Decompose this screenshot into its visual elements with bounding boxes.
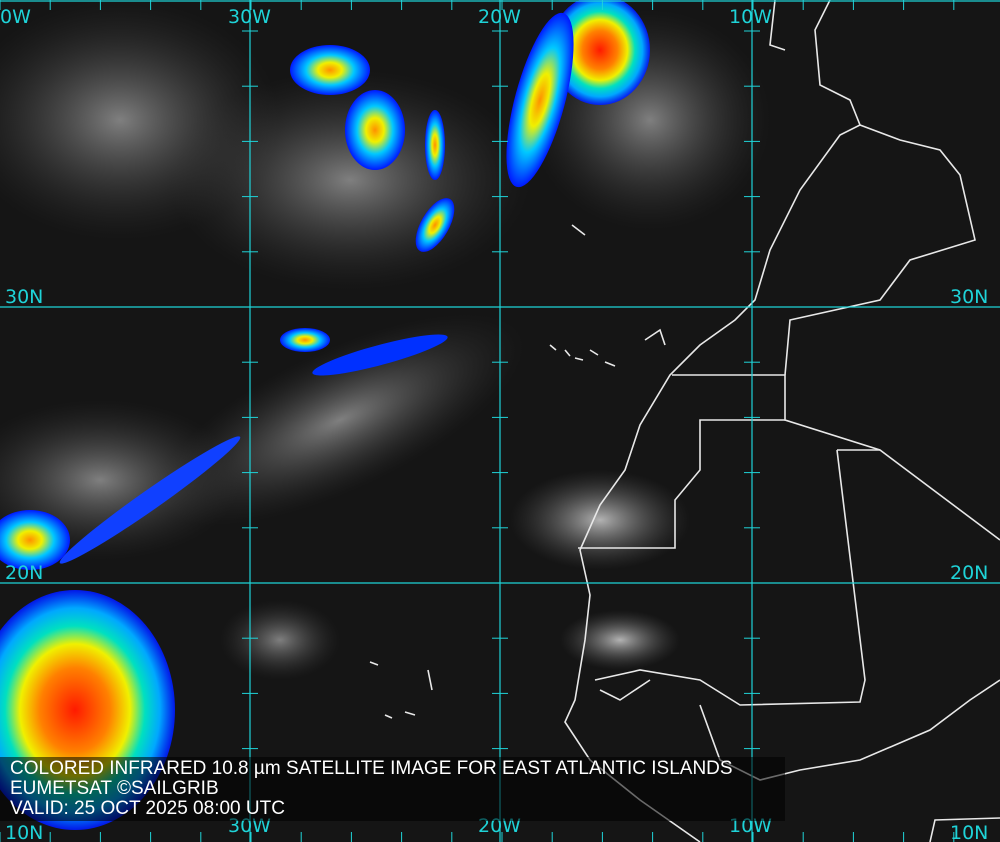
bottom-lon-label: 20W xyxy=(478,815,521,837)
caption-title: COLORED INFRARED 10.8 µm SATELLITE IMAGE… xyxy=(10,758,733,779)
bottom-lon-label: 30W xyxy=(228,815,271,837)
top-lon-label: 10W xyxy=(729,6,772,28)
top-lon-label: 0W xyxy=(0,6,31,28)
top-lon-label: 20W xyxy=(478,6,521,28)
bottom-lon-label: 10W xyxy=(729,815,772,837)
right-lat-label: 30N xyxy=(950,286,989,308)
image-caption: COLORED INFRARED 10.8 µm SATELLITE IMAGE… xyxy=(0,757,785,821)
top-lon-label: 30W xyxy=(228,6,271,28)
caption-valid-time: VALID: 25 OCT 2025 08:00 UTC xyxy=(10,798,285,819)
convective-clouds xyxy=(0,0,650,830)
left-lat-label: 20N xyxy=(5,562,44,584)
left-lat-label: 10N xyxy=(5,822,44,842)
right-lat-label: 10N xyxy=(950,822,989,842)
caption-credit: EUMETSAT ©SAILGRIB xyxy=(10,778,219,799)
left-lat-label: 30N xyxy=(5,286,44,308)
coastlines xyxy=(369,0,1000,842)
right-lat-label: 20N xyxy=(950,562,989,584)
